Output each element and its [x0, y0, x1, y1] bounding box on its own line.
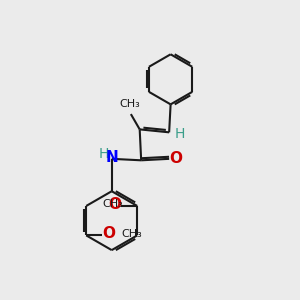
Text: O: O: [108, 197, 121, 212]
Text: H: H: [98, 146, 109, 161]
Text: CH₃: CH₃: [122, 229, 142, 239]
Text: O: O: [169, 151, 182, 166]
Text: H: H: [174, 127, 184, 141]
Text: O: O: [102, 226, 116, 242]
Text: N: N: [106, 150, 118, 165]
Text: CH₃: CH₃: [119, 99, 140, 109]
Text: CH₃: CH₃: [102, 200, 123, 209]
